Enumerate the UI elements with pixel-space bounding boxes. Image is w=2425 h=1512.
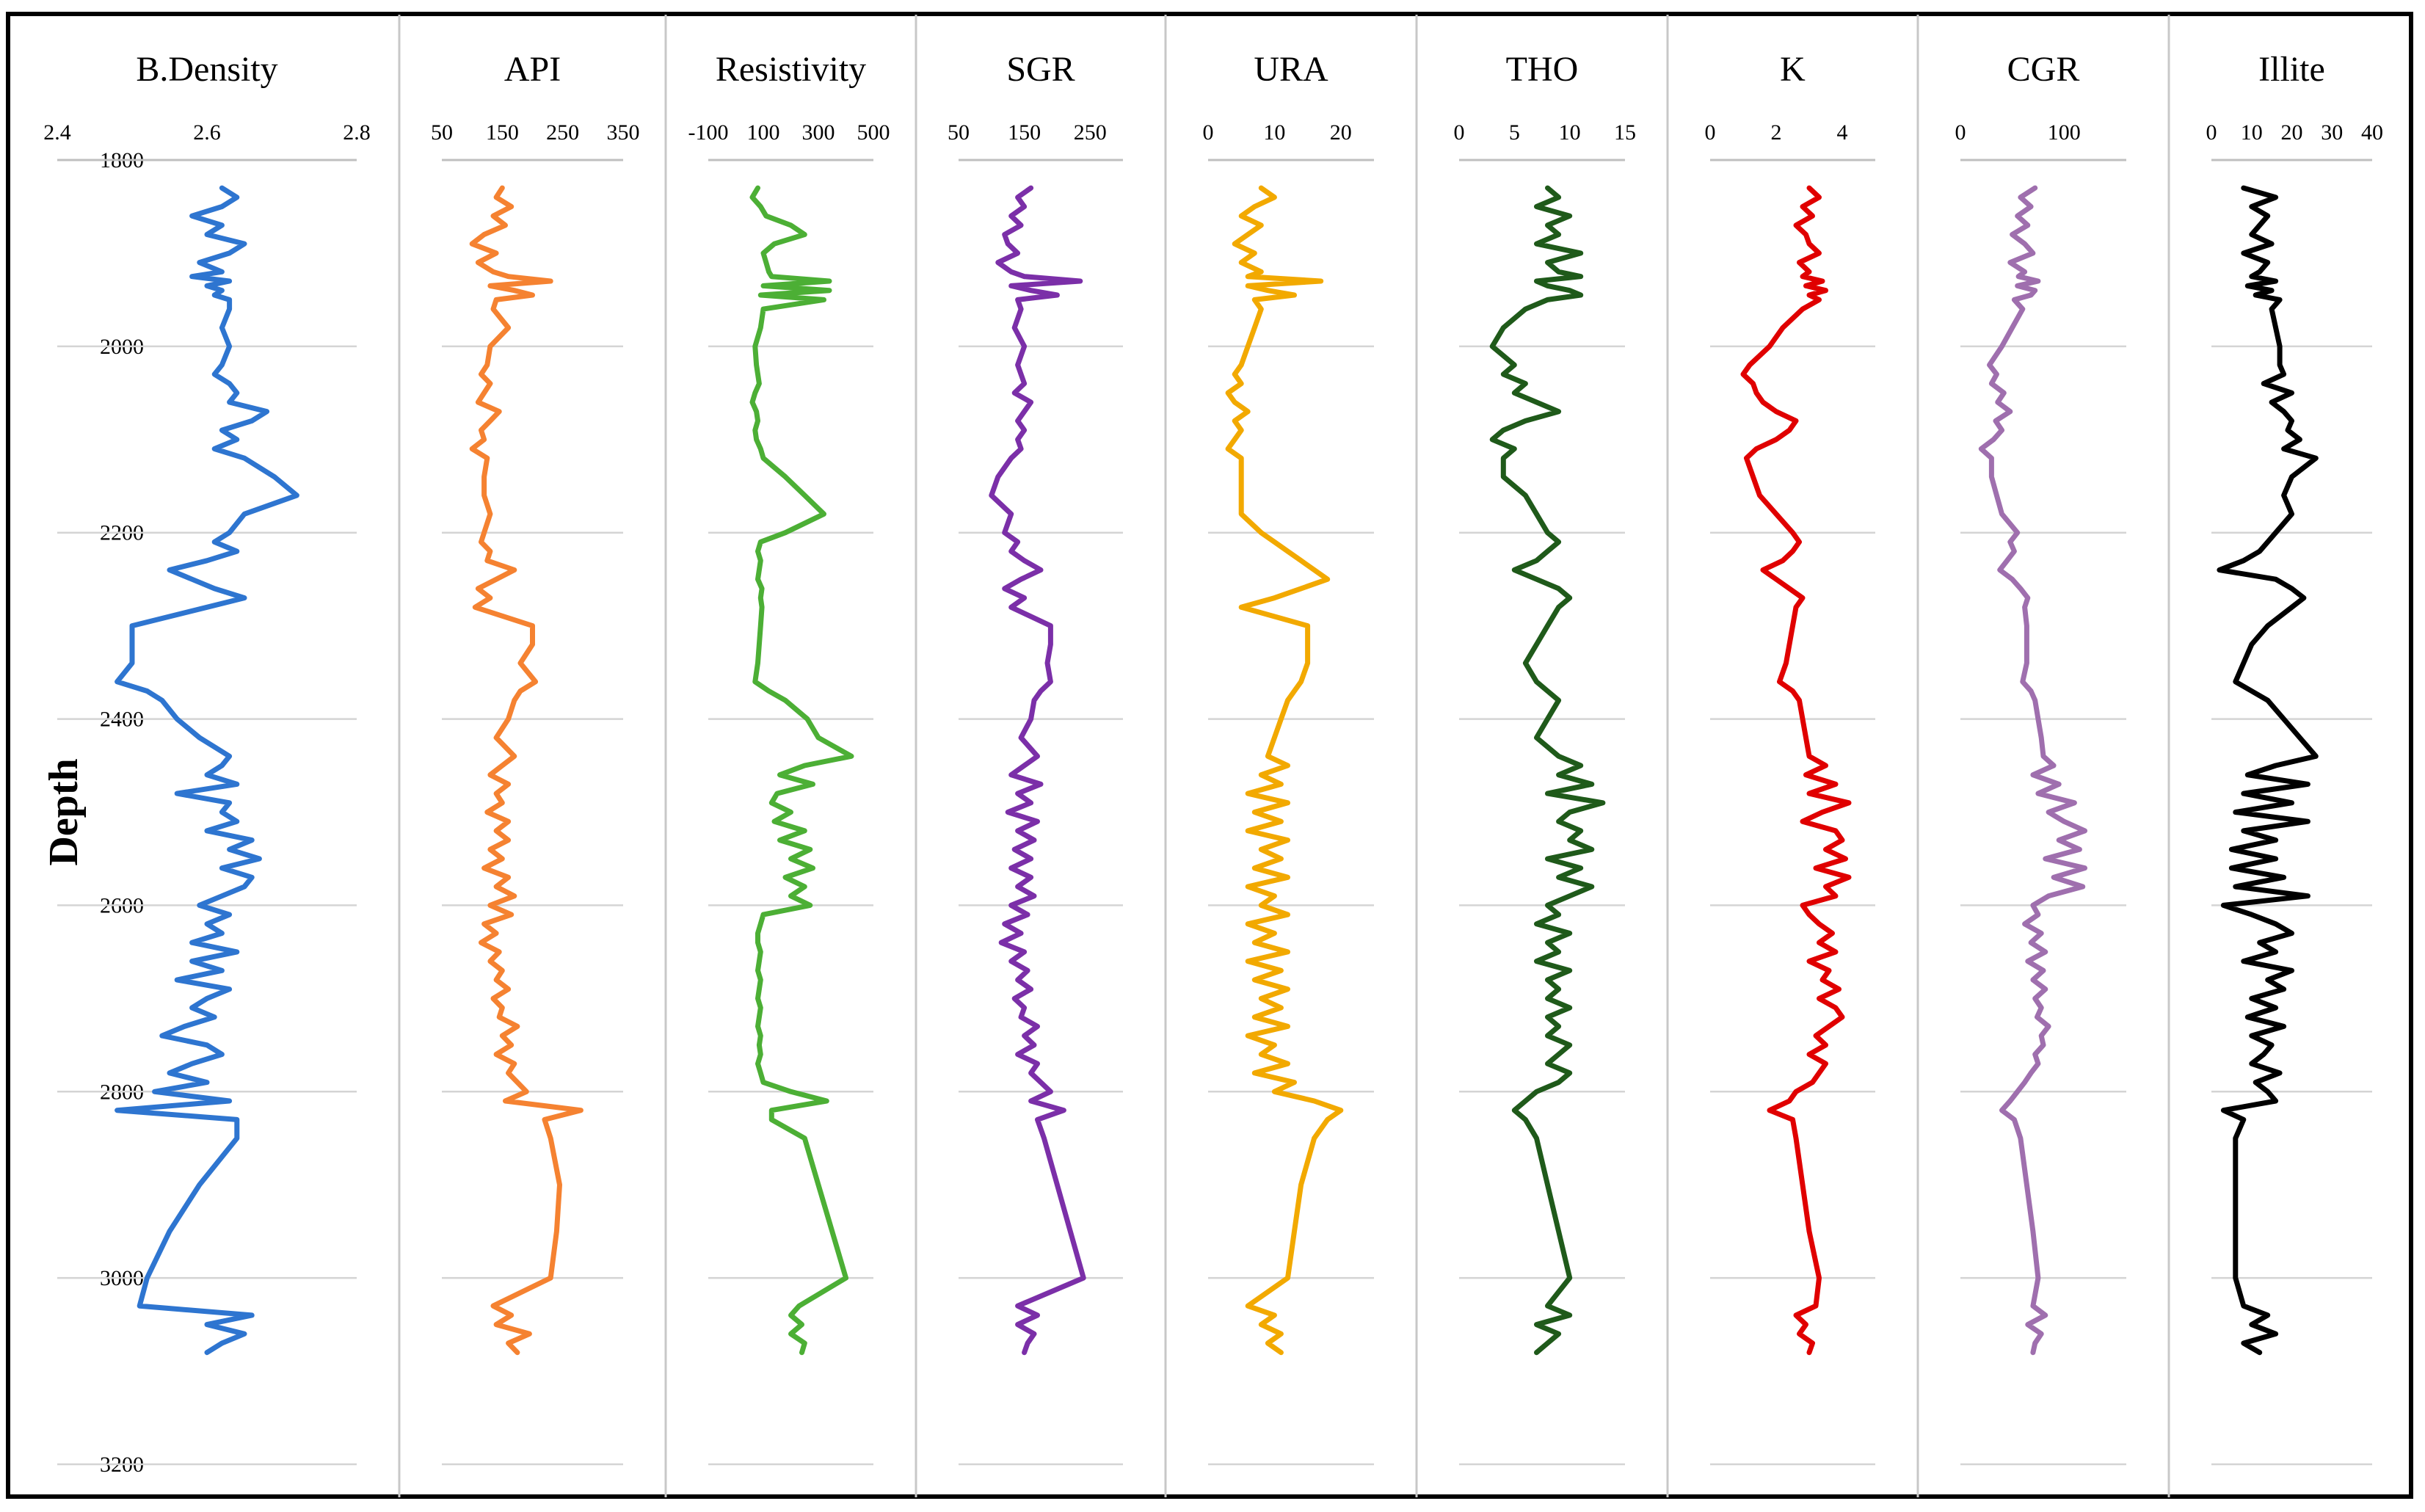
series-line-sgr [989,185,1086,1356]
tick-label-api: 250 [546,120,579,145]
tick-label-ura: 10 [1263,120,1285,145]
tick-label-sgr: 250 [1074,120,1107,145]
track-title-resistivity: Resistivity [716,50,866,89]
tick-label-illite: 20 [2281,120,2303,145]
tick-label-b-density: 2.6 [193,120,221,145]
track-title-k: K [1780,50,1806,89]
tick-label-api: 50 [431,120,453,145]
series-line-b-density [114,185,299,1356]
tick-label-tho: 10 [1559,120,1581,145]
tick-label-sgr: 150 [1008,120,1041,145]
tick-label-illite: 30 [2321,120,2343,145]
series-line-k [1740,185,1852,1356]
tick-label-b-density: 2.4 [43,120,71,145]
track-title-tho: THO [1506,50,1579,89]
tick-label-illite: 0 [2206,120,2217,145]
tick-label-tho: 0 [1454,120,1465,145]
tick-label-resistivity: -100 [688,120,729,145]
tick-label-k: 2 [1771,120,1782,145]
series-line-tho [1489,185,1606,1356]
tick-label-k: 4 [1837,120,1848,145]
tick-label-illite: 40 [2361,120,2383,145]
tick-label-ura: 20 [1330,120,1352,145]
tick-label-resistivity: 100 [747,120,780,145]
track-title-cgr: CGR [2007,50,2080,89]
track-title-ura: URA [1254,50,1328,89]
tick-label-tho: 15 [1614,120,1636,145]
series-line-illite [2217,185,2319,1356]
series-line-ura [1225,185,1344,1356]
tick-label-resistivity: 300 [802,120,835,145]
tick-label-illite: 10 [2241,120,2263,145]
tick-label-cgr: 100 [2048,120,2081,145]
track-title-sgr: SGR [1006,50,1075,89]
tick-label-cgr: 0 [1955,120,1966,145]
tick-label-k: 0 [1705,120,1716,145]
tick-label-api: 150 [486,120,519,145]
series-line-cgr [1978,185,2087,1356]
track-title-b-density: B.Density [136,50,277,89]
tick-label-resistivity: 500 [857,120,890,145]
tick-label-api: 350 [607,120,640,145]
track-title-illite: Illite [2258,50,2325,89]
series-line-resistivity [749,185,854,1356]
tick-label-sgr: 50 [948,120,970,145]
tick-label-ura: 0 [1203,120,1214,145]
tick-label-tho: 5 [1509,120,1520,145]
tick-label-b-density: 2.8 [343,120,371,145]
track-title-api: API [504,50,561,89]
series-line-api [469,185,583,1356]
depth-axis-label: Depth [41,758,87,865]
